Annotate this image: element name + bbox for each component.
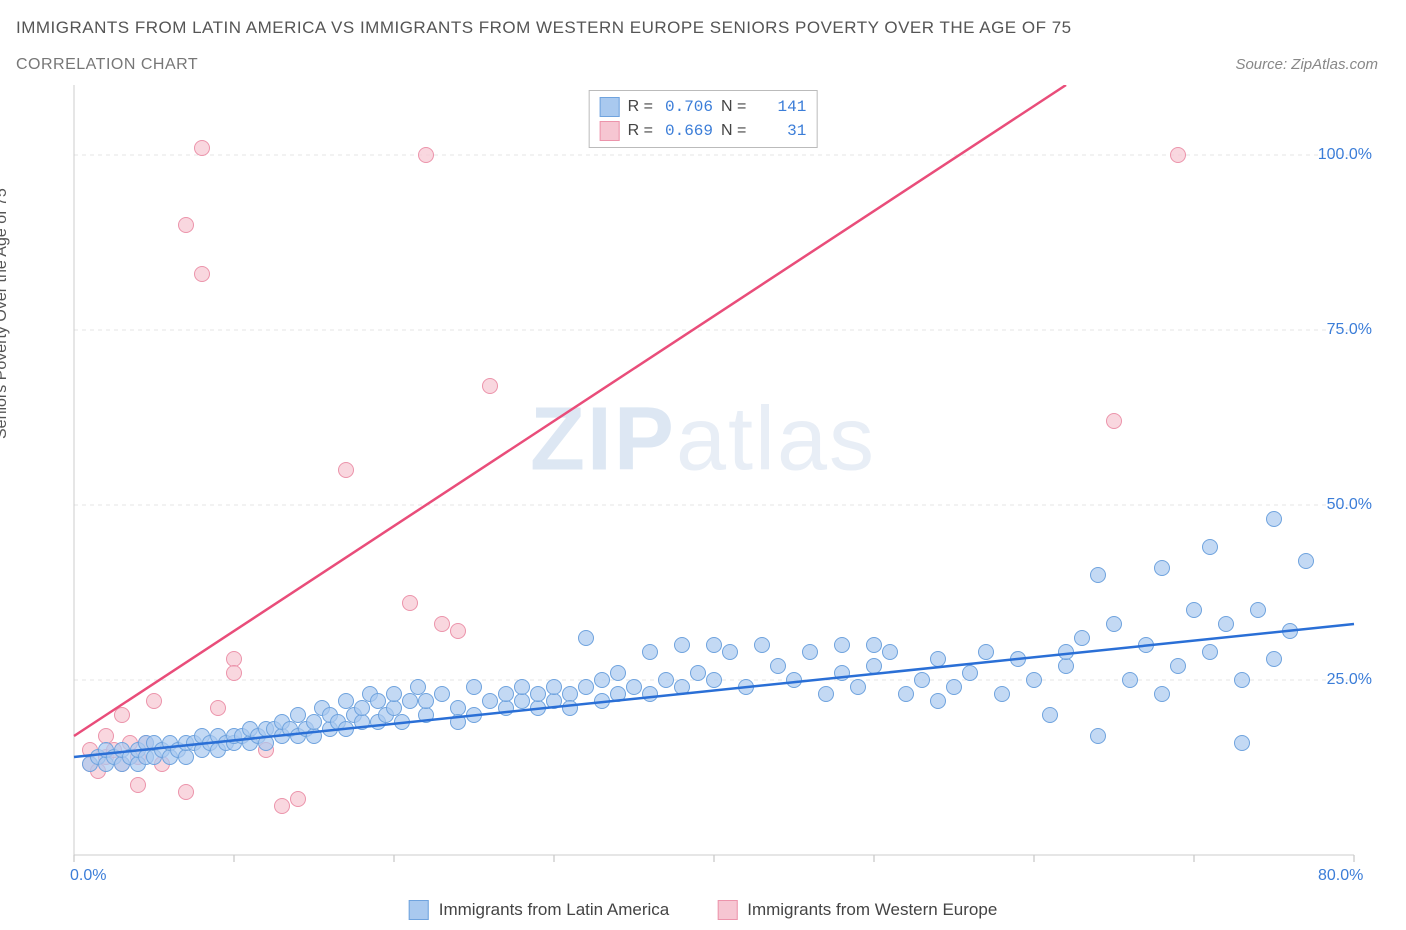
scatter-chart-svg [54,85,1384,865]
chart-title-line2: CORRELATION CHART [16,56,198,74]
chart-area: 0.0%80.0%25.0%50.0%75.0%100.0% [54,85,1384,865]
n-value: 31 [754,122,806,140]
source-attribution: Source: ZipAtlas.com [1235,56,1378,73]
legend-row-western-europe: R = 0.669 N = 31 [600,119,807,143]
r-value: 0.706 [661,98,713,116]
r-value: 0.669 [661,122,713,140]
x-tick-label: 0.0% [70,867,106,885]
chart-title-line1: IMMIGRANTS FROM LATIN AMERICA VS IMMIGRA… [16,18,1072,38]
legend-label: Immigrants from Latin America [439,900,670,920]
legend-label: Immigrants from Western Europe [747,900,997,920]
legend-item-western-europe: Immigrants from Western Europe [717,900,997,920]
n-value: 141 [754,98,806,116]
y-axis-label: Seniors Poverty Over the Age of 75 [0,188,11,439]
legend-swatch [717,900,737,920]
y-tick-label: 100.0% [1318,146,1372,164]
n-label: N = [721,98,746,116]
legend-swatch [600,97,620,117]
y-tick-label: 50.0% [1327,496,1372,514]
legend-row-latin-america: R = 0.706 N = 141 [600,95,807,119]
r-label: R = [628,98,653,116]
legend-item-latin-america: Immigrants from Latin America [409,900,670,920]
y-tick-label: 25.0% [1327,671,1372,689]
n-label: N = [721,122,746,140]
x-tick-label: 80.0% [1318,867,1363,885]
legend-swatch [409,900,429,920]
y-tick-label: 75.0% [1327,321,1372,339]
series-legend: Immigrants from Latin America Immigrants… [409,900,998,920]
correlation-legend: R = 0.706 N = 141 R = 0.669 N = 31 [589,90,818,148]
r-label: R = [628,122,653,140]
legend-swatch [600,121,620,141]
